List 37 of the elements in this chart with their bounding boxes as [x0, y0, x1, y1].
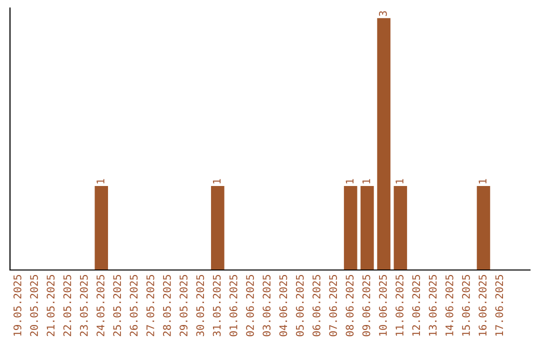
- x-tick-label: 25.05.2025: [113, 275, 122, 336]
- x-tick-label: 03.06.2025: [262, 275, 271, 336]
- x-tick-label: 19.05.2025: [13, 275, 22, 336]
- x-tick-label: 06.06.2025: [312, 275, 320, 336]
- data-label: 1: [212, 179, 221, 184]
- data-label: 1: [362, 179, 370, 184]
- x-tick-label: 28.05.2025: [163, 275, 171, 336]
- x-tick-label: 31.05.2025: [212, 275, 221, 336]
- x-tick-label: 29.05.2025: [180, 275, 188, 336]
- x-tick-label: 01.06.2025: [229, 275, 238, 336]
- data-label: 1: [396, 179, 404, 184]
- x-tick-label: 26.05.2025: [130, 275, 138, 336]
- x-tick-label: 24.05.2025: [96, 275, 104, 336]
- x-tick-label: 23.05.2025: [80, 275, 88, 336]
- x-tick-label: 15.06.2025: [462, 275, 470, 336]
- x-tick-label: 08.06.2025: [346, 275, 354, 336]
- x-tick-label: 14.06.2025: [445, 275, 454, 336]
- x-tick-label: 10.06.2025: [378, 275, 387, 336]
- data-label: 1: [346, 179, 354, 184]
- x-tick-label: 12.06.2025: [412, 275, 420, 336]
- x-tick-label: 30.05.2025: [196, 275, 204, 336]
- x-tick-label: 21.05.2025: [46, 275, 55, 336]
- data-label: 3: [378, 11, 387, 16]
- x-tick-label: 22.05.2025: [63, 275, 72, 336]
- x-tick-label: 04.06.2025: [279, 275, 288, 336]
- x-tick-label: 13.06.2025: [428, 275, 437, 336]
- x-tick-label: 17.06.2025: [495, 275, 504, 336]
- x-tick-label: 05.06.2025: [296, 275, 304, 336]
- data-label: 1: [96, 179, 104, 184]
- x-tick-label: 07.06.2025: [329, 275, 338, 336]
- x-tick-label: 20.05.2025: [30, 275, 38, 336]
- x-tick-label: 11.06.2025: [396, 275, 404, 336]
- data-label: 1: [478, 179, 486, 184]
- x-tick-label: 09.06.2025: [362, 275, 370, 336]
- x-tick-label: 16.06.2025: [478, 275, 487, 336]
- x-tick-label: 27.05.2025: [146, 275, 154, 336]
- x-tick-label: 02.06.2025: [246, 275, 254, 336]
